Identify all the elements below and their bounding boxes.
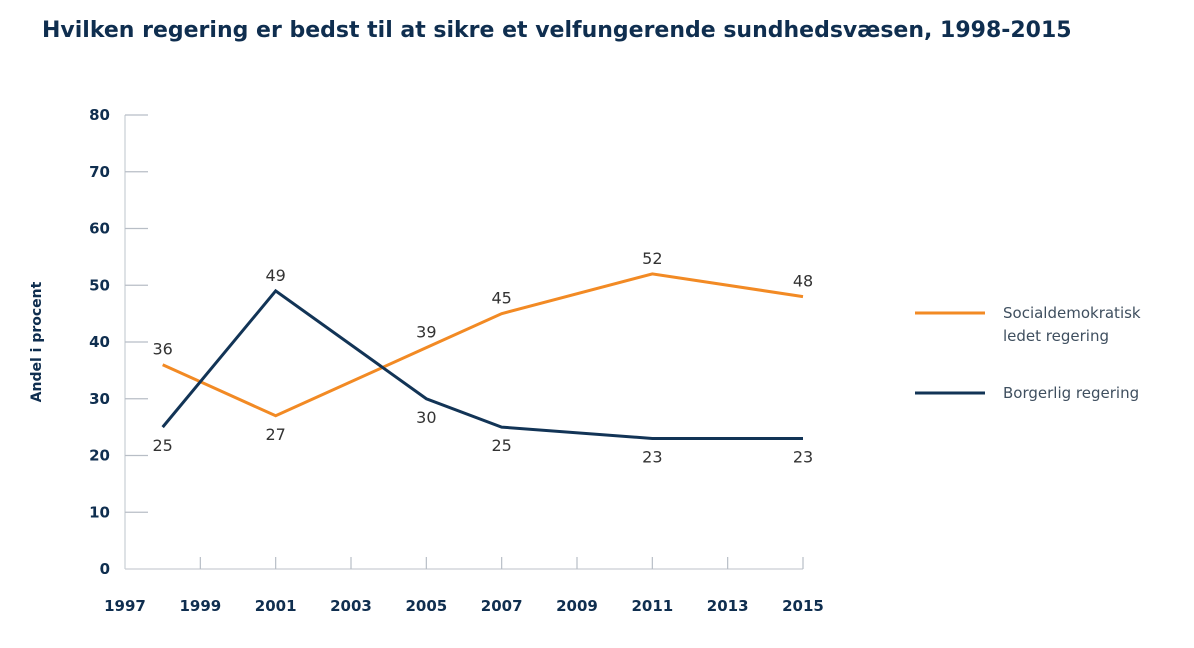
y-tick-label: 70 <box>89 163 110 181</box>
x-tick-label: 2015 <box>782 597 824 615</box>
data-label: 48 <box>793 272 813 291</box>
legend: Socialdemokratisk ledet regering Borgerlig… <box>915 304 1141 402</box>
data-labels: 36 27 39 45 52 48 25 49 30 25 23 23 <box>152 249 813 467</box>
x-tick-label: 2011 <box>631 597 673 615</box>
series-line-borgerlig <box>161 288 803 440</box>
x-tick-label: 2005 <box>405 597 447 615</box>
x-tick-label: 2013 <box>707 597 749 615</box>
data-label: 39 <box>416 323 436 342</box>
chart-title: Hvilken regering er bedst til at sikre e… <box>42 18 1072 43</box>
x-tick-label: 1999 <box>179 597 221 615</box>
y-tick-label: 50 <box>89 276 110 294</box>
legend-label: ledet regering <box>1003 327 1109 345</box>
data-label: 25 <box>491 436 511 455</box>
data-label: 45 <box>491 289 511 308</box>
legend-label: Borgerlig regering <box>1003 384 1139 402</box>
y-tick-label: 80 <box>89 106 110 124</box>
axes: 0 10 20 30 40 50 60 70 80 1997 1999 2001 2003 2005 200… <box>89 106 824 615</box>
legend-label: Socialdemokratisk <box>1003 304 1141 322</box>
data-label: 49 <box>265 266 285 285</box>
series-lines <box>161 272 804 440</box>
x-tick-label: 2003 <box>330 597 372 615</box>
data-label: 27 <box>265 425 285 444</box>
x-tick-label: 1997 <box>104 597 146 615</box>
y-tick-label: 20 <box>89 447 110 465</box>
y-tick-label: 40 <box>89 333 110 351</box>
x-tick-label: 2009 <box>556 597 598 615</box>
y-axis-label: Andel i procent <box>29 281 45 402</box>
data-label: 23 <box>793 447 813 466</box>
y-tick-label: 30 <box>89 390 110 408</box>
y-tick-label: 10 <box>89 503 110 521</box>
data-label: 36 <box>152 340 172 359</box>
data-label: 30 <box>416 408 436 427</box>
data-label: 25 <box>152 436 172 455</box>
series-line-socialdemokratisk <box>162 272 804 418</box>
data-label: 23 <box>642 447 662 466</box>
y-tick-label: 60 <box>89 220 110 238</box>
x-tick-label: 2001 <box>255 597 297 615</box>
data-label: 52 <box>642 249 662 268</box>
x-tick-label: 2007 <box>481 597 523 615</box>
y-tick-label: 0 <box>100 560 110 578</box>
